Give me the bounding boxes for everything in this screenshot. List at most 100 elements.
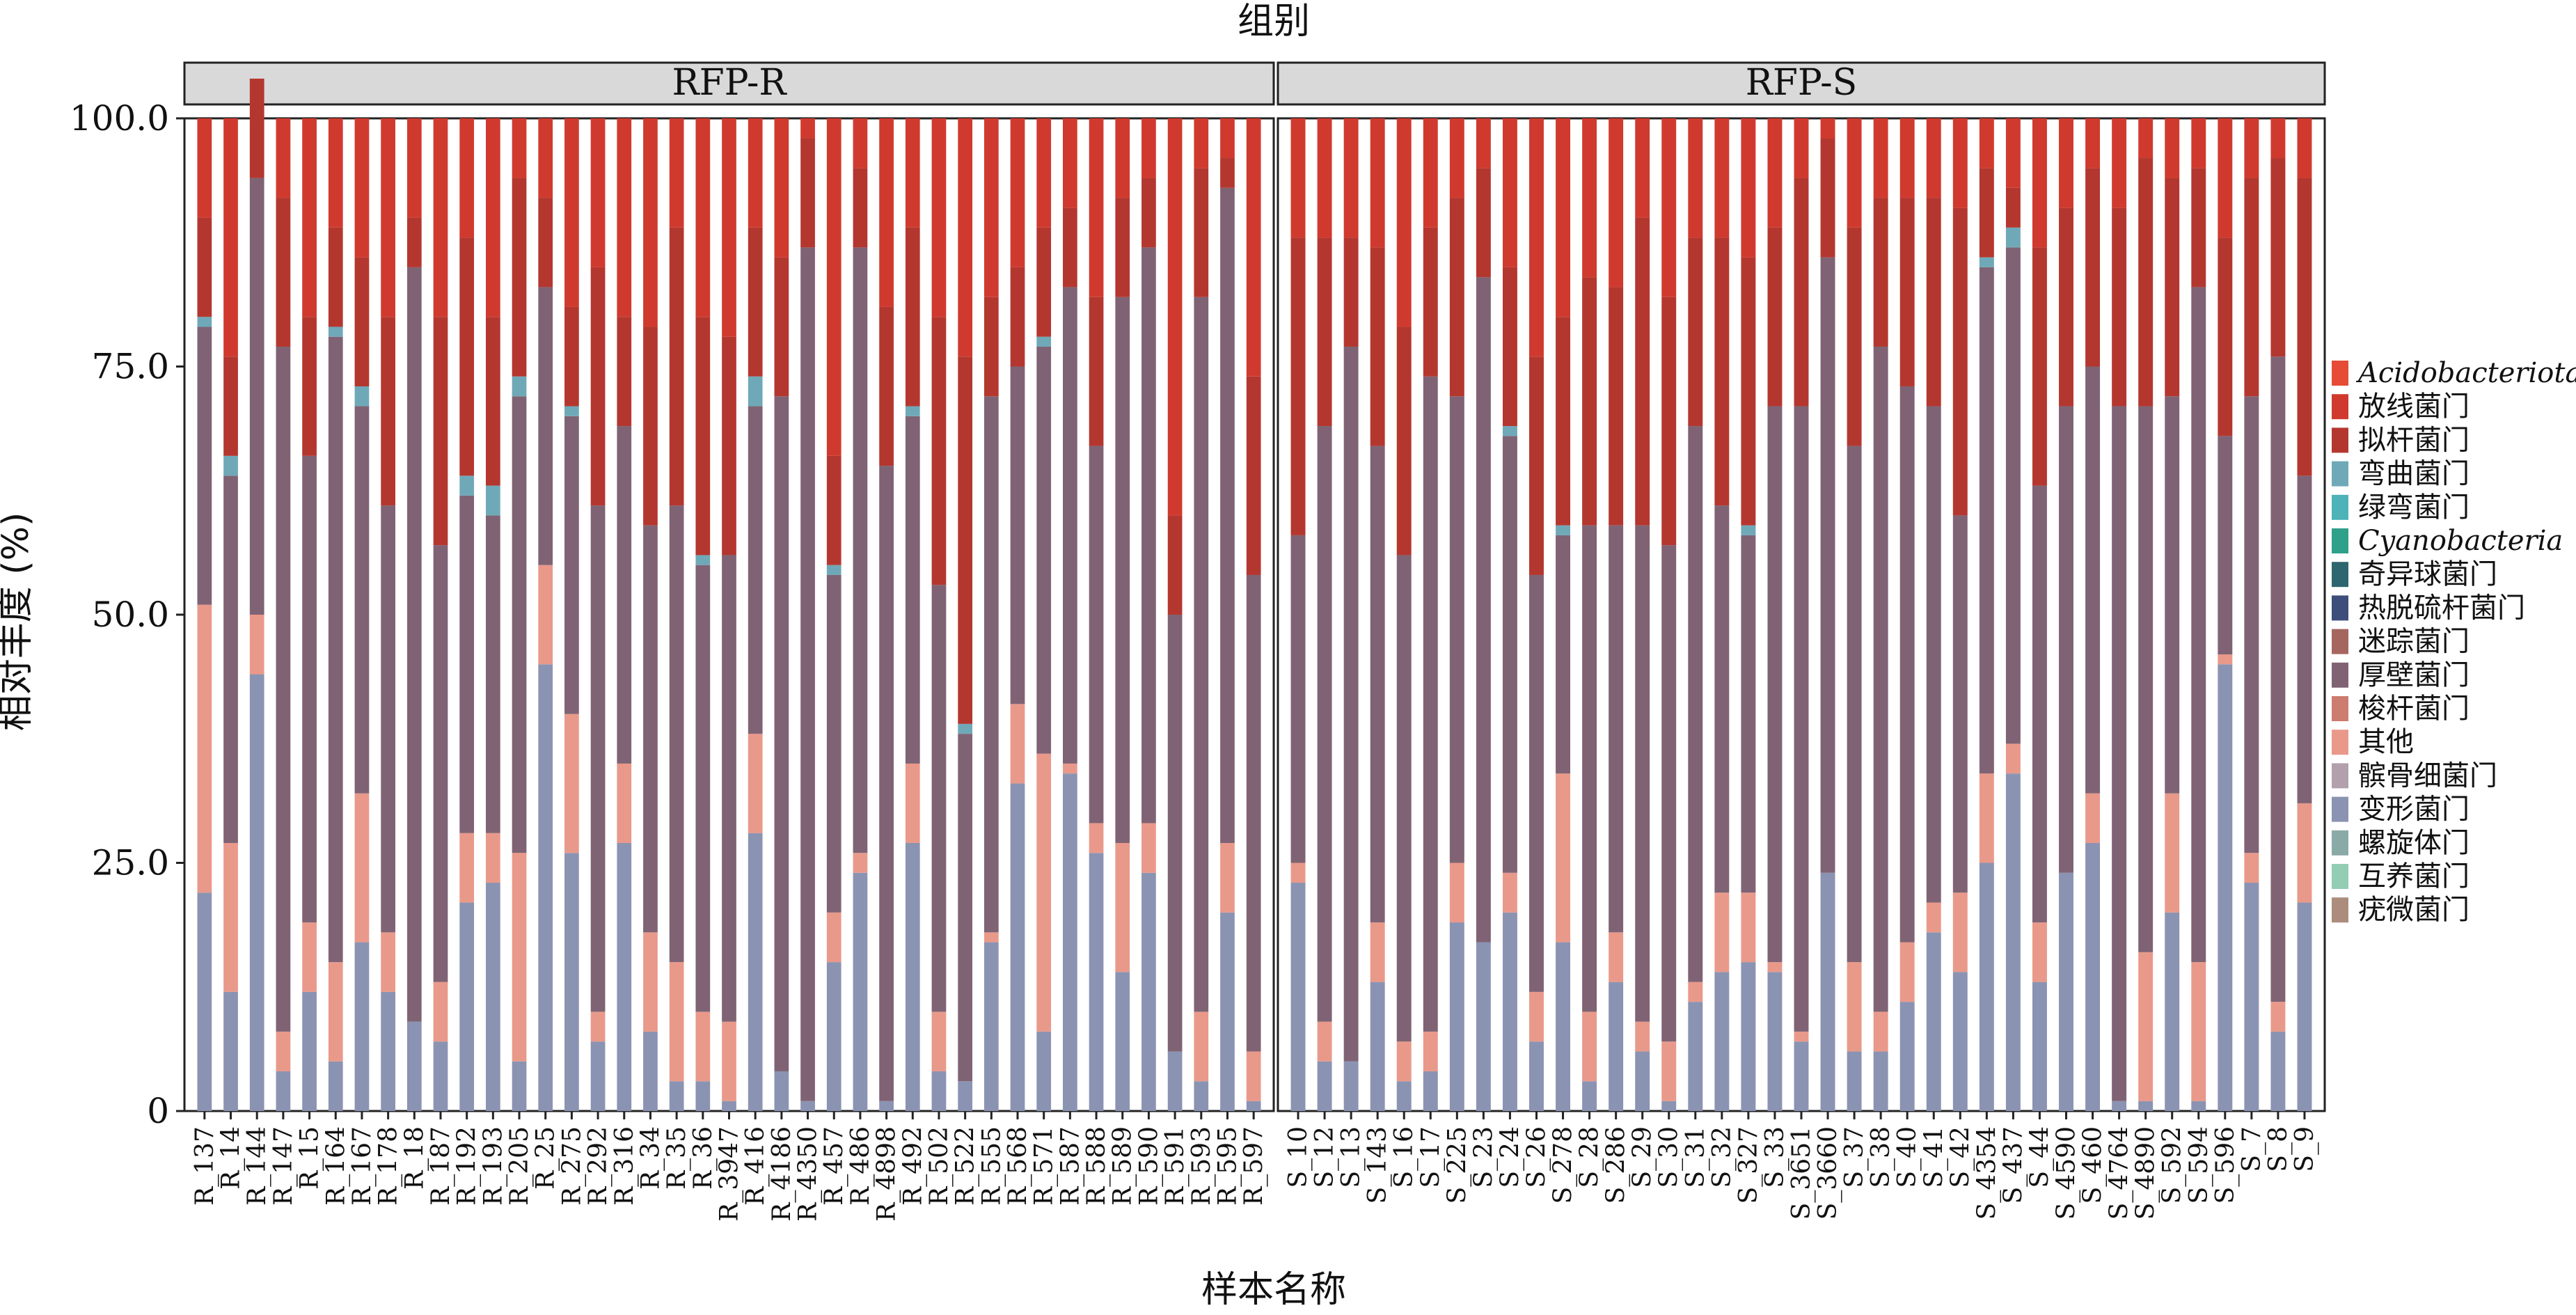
bar-segment	[1167, 1051, 1183, 1111]
x-tick-label: R_34	[636, 1126, 665, 1190]
bar-segment	[1847, 446, 1862, 963]
bar-segment	[1873, 198, 1888, 347]
bar-S_596	[2218, 118, 2233, 1111]
bar-segment	[512, 853, 527, 1062]
bar-segment	[2218, 654, 2233, 665]
bar-segment	[1370, 446, 1385, 923]
bar-segment	[1899, 198, 1915, 387]
x-tick-label: S_44	[2025, 1126, 2054, 1188]
bar-segment	[1343, 237, 1359, 347]
legend-swatch	[2332, 461, 2348, 487]
bar-R_292	[590, 118, 606, 1111]
bar-segment	[2244, 178, 2259, 397]
bar-S_4764	[2112, 118, 2127, 1111]
bar-segment	[1741, 962, 1756, 1111]
bar-segment	[669, 118, 684, 228]
bar-segment	[1010, 783, 1025, 1111]
bar-segment	[1220, 912, 1235, 1111]
bar-segment	[2032, 982, 2047, 1111]
bar-segment	[1847, 1051, 1862, 1111]
x-tick-label: R_590	[1135, 1126, 1163, 1206]
x-tick-label: R_4898	[873, 1126, 901, 1222]
bar-segment	[1089, 853, 1104, 1111]
bar-segment	[643, 326, 658, 526]
bar-segment	[538, 198, 553, 288]
bar-segment	[1396, 1041, 1412, 1082]
bar-segment	[1423, 118, 1438, 228]
bar-segment	[1714, 892, 1730, 973]
bar-segment	[853, 872, 868, 1111]
bar-segment	[1582, 277, 1597, 526]
bar-segment	[2112, 1101, 2127, 1111]
bar-segment	[1167, 118, 1183, 516]
bar-segment	[381, 317, 395, 506]
legend-label: 疣微菌门	[2358, 894, 2470, 926]
bar-segment	[1370, 247, 1385, 446]
bar-segment	[1167, 615, 1183, 1052]
x-tick-label: R_555	[977, 1126, 1006, 1206]
bar-segment	[1089, 446, 1104, 824]
bar-segment	[1767, 406, 1783, 963]
bar-segment	[564, 306, 579, 407]
bar-segment	[197, 118, 212, 218]
bar-segment	[2165, 793, 2180, 913]
bar-segment	[2085, 118, 2101, 168]
bar-segment	[590, 505, 606, 1012]
bar-segment	[748, 734, 763, 833]
bar-segment	[197, 892, 212, 1111]
bar-segment	[826, 962, 841, 1111]
bar-segment	[643, 932, 658, 1032]
bar-segment	[197, 217, 212, 317]
bar-segment	[1767, 118, 1783, 228]
bar-segment	[354, 257, 370, 387]
bar-segment	[2218, 118, 2233, 238]
bar-segment	[406, 1021, 422, 1111]
bar-segment	[1246, 1051, 1261, 1101]
bar-R_416	[748, 118, 763, 1111]
x-tick-label: R_588	[1082, 1126, 1111, 1206]
bar-R_14	[223, 118, 238, 1111]
bar-segment	[1529, 1041, 1544, 1111]
bar-segment	[1556, 535, 1571, 774]
bar-segment	[459, 475, 475, 496]
bar-segment	[1926, 118, 1941, 198]
bar-segment	[1847, 118, 1862, 228]
bar-segment	[958, 734, 973, 1082]
legend-label: Cyanobacteria	[2358, 525, 2563, 557]
bar-segment	[276, 1031, 291, 1071]
bar-segment	[2032, 118, 2047, 248]
bar-segment	[2297, 118, 2312, 178]
bar-segment	[800, 1101, 815, 1111]
x-tick-label: R_593	[1187, 1126, 1216, 1206]
bar-segment	[1089, 823, 1104, 853]
bar-segment	[695, 1081, 711, 1111]
bar-segment	[643, 118, 658, 327]
x-tick-label: R_192	[453, 1126, 482, 1206]
bar-S_7	[2244, 118, 2259, 1111]
bar-segment	[590, 118, 606, 267]
legend-item: 疣微菌门	[2332, 894, 2470, 926]
bar-segment	[879, 306, 894, 466]
bar-segment	[1063, 207, 1077, 288]
bar-segment	[381, 932, 395, 992]
bar-segment	[2138, 952, 2154, 1101]
bar-segment	[328, 336, 343, 963]
bar-segment	[1220, 842, 1235, 913]
bar-R_193	[485, 118, 500, 1111]
bar-segment	[1688, 426, 1703, 982]
bar-segment	[459, 902, 475, 1111]
bar-R_571	[1036, 118, 1052, 1111]
x-tick-label: S_12	[1311, 1126, 1339, 1188]
bar-S_16	[1396, 118, 1412, 1111]
x-tick-label: S_26	[1522, 1126, 1551, 1188]
bar-R_3947	[722, 118, 736, 1111]
bar-segment	[931, 317, 947, 585]
bar-segment	[1317, 1021, 1332, 1062]
bar-segment	[1873, 118, 1888, 198]
x-tick-label: R_167	[348, 1126, 377, 1206]
bar-segment	[2138, 1101, 2154, 1111]
legend-label: 弯曲菌门	[2358, 458, 2470, 490]
bar-S_40	[1899, 118, 1915, 1111]
bar-S_3651	[1794, 118, 1809, 1111]
bar-segment	[538, 565, 553, 665]
